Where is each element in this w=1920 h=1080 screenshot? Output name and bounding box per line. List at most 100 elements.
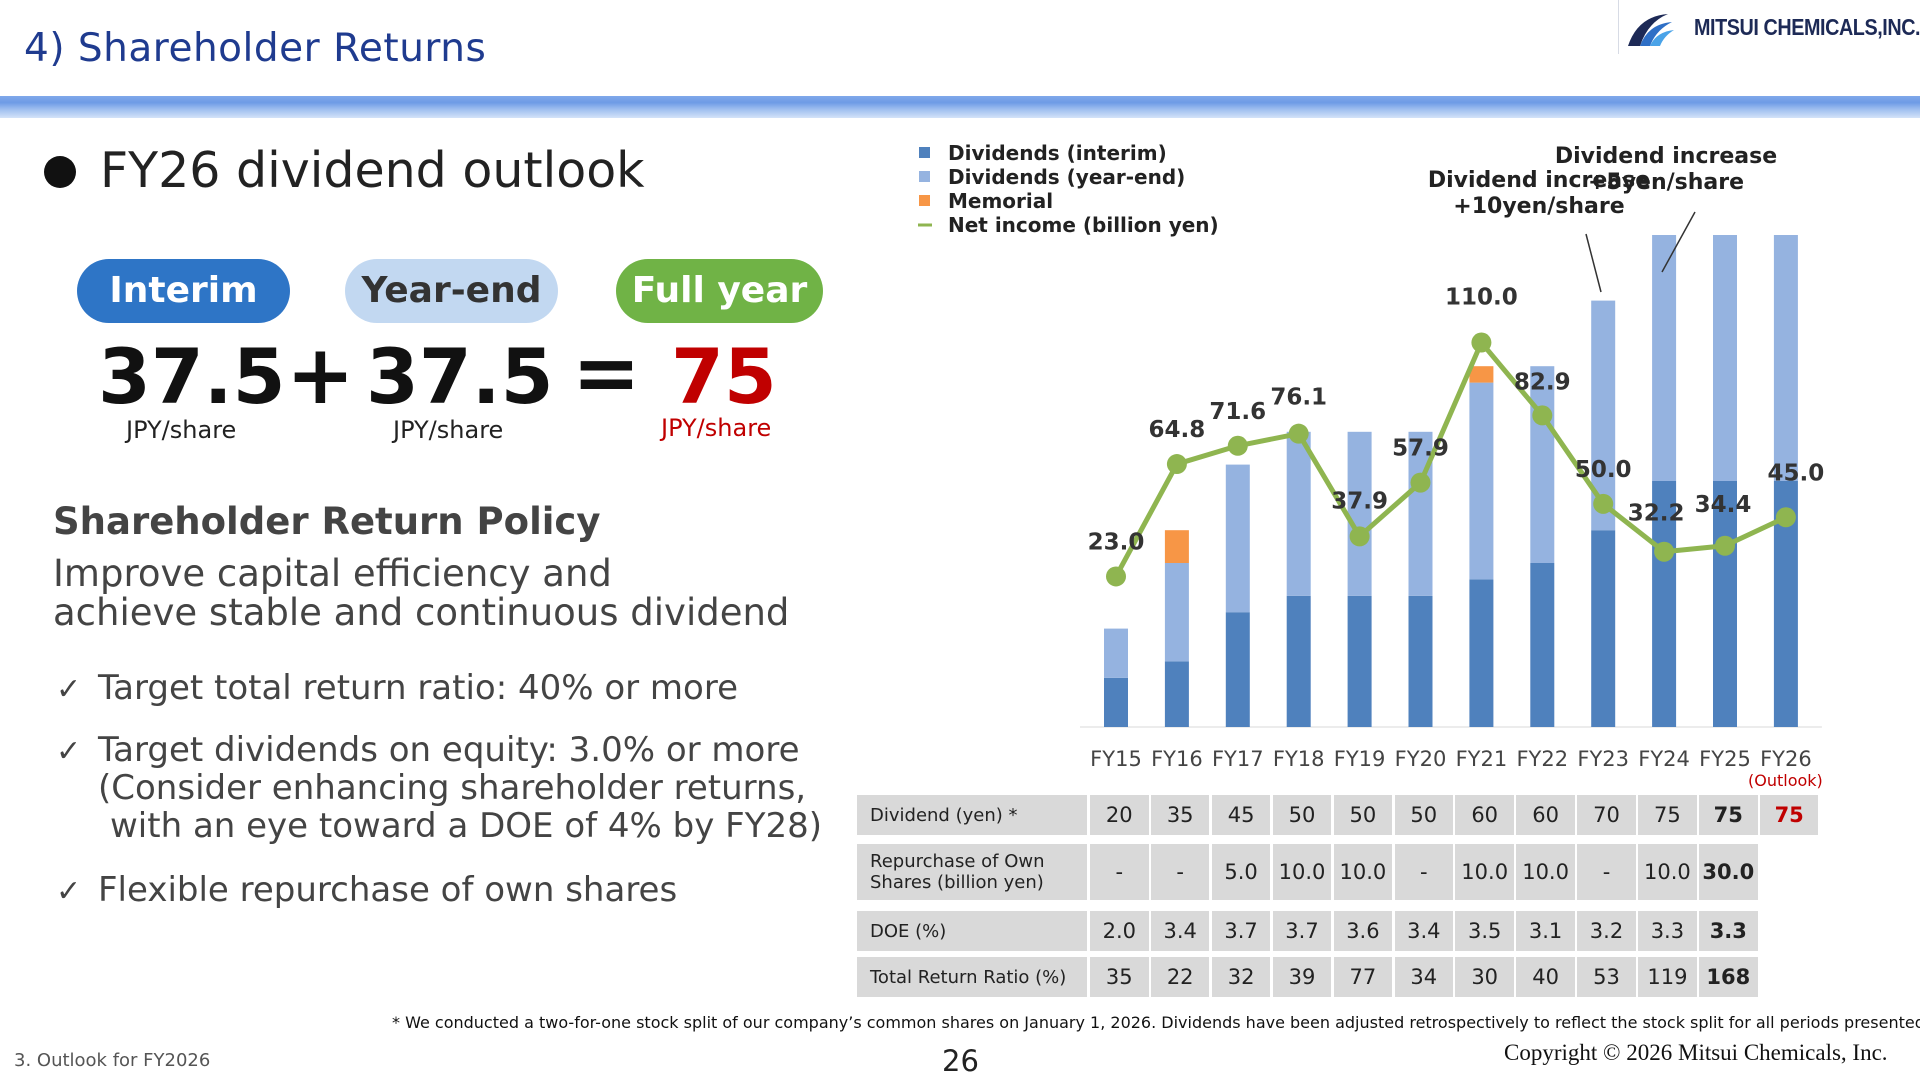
interim-pill: Interim — [77, 259, 290, 323]
net-income-label-fy20: 57.9 — [1392, 436, 1449, 462]
table-cell: 75 — [1699, 795, 1758, 835]
x-tick-label-fy20: FY20 — [1395, 747, 1447, 771]
table-cell: 3.4 — [1150, 911, 1210, 951]
table-cell: 10.0 — [1516, 844, 1575, 900]
table-cell: 45 — [1211, 795, 1271, 835]
annotation-leader-line-fy23 — [1585, 233, 1602, 293]
table-cell: 35 — [1090, 957, 1149, 997]
wing-logo-icon — [1628, 14, 1674, 46]
table-cell: 168 — [1699, 957, 1758, 997]
net-income-line — [1113, 340, 1787, 578]
net-income-label-fy25: 34.4 — [1695, 492, 1752, 518]
annotation-dividend-increase-5-line1: Dividend increase — [1555, 144, 1777, 169]
net-income-label-fy21: 110.0 — [1445, 285, 1518, 311]
bar-dividends-year-end--fy25 — [1713, 235, 1737, 481]
x-tick-label-fy25: FY25 — [1699, 747, 1751, 771]
logo-text: MITSUI CHEMICALS,INC. — [1694, 14, 1920, 40]
bar-dividends-interim--fy19 — [1347, 595, 1372, 727]
table-cell: 3.2 — [1577, 911, 1636, 951]
bar-dividends-interim--fy20 — [1408, 595, 1433, 727]
legend-label-memorial: Memorial — [948, 189, 1053, 213]
annotation-leader-line-fy24 — [1661, 211, 1696, 273]
header-band — [0, 96, 1920, 118]
table-cell: 10.0 — [1272, 844, 1332, 900]
table-row-label: Dividend (yen) * — [857, 795, 1087, 835]
x-tick-label-fy22: FY22 — [1516, 747, 1568, 771]
table-cell: 3.7 — [1211, 911, 1271, 951]
x-tick-label-fy15: FY15 — [1090, 747, 1142, 771]
bar-dividends-year-end--fy18 — [1286, 431, 1311, 596]
policy-title: Shareholder Return Policy — [53, 500, 601, 543]
x-tick-label-fy17: FY17 — [1212, 747, 1264, 771]
bar-dividends-interim--fy23 — [1591, 530, 1616, 727]
table-cell: 30.0 — [1699, 844, 1758, 900]
table-cell: 50 — [1394, 795, 1454, 835]
table-cell: - — [1577, 844, 1636, 900]
bar-dividends-interim--fy24 — [1652, 481, 1677, 727]
table-cell: 20 — [1090, 795, 1149, 835]
yearend-value: 37.5 — [366, 332, 554, 421]
table-row-label: DOE (%) — [857, 911, 1087, 951]
net-income-point-fy25 — [1715, 535, 1735, 556]
bar-dividends-interim--fy15 — [1104, 677, 1128, 727]
table-cell: 5.0 — [1211, 844, 1271, 900]
bar-dividends-year-end--fy24 — [1652, 235, 1677, 481]
policy-item-doe: Target dividends on equity: 3.0% or more — [98, 730, 800, 770]
table-row-label: Repurchase of Own Shares (billion yen) — [857, 844, 1087, 900]
table-cell: 60 — [1455, 795, 1514, 835]
table-cell: 3.6 — [1333, 911, 1393, 951]
interim-value: 37.5 — [98, 332, 286, 421]
table-cell: 3.4 — [1394, 911, 1454, 951]
table-cell: 34 — [1394, 957, 1454, 997]
checkmark-icon: ✓ — [56, 734, 82, 769]
net-income-point-fy15 — [1106, 566, 1126, 587]
net-income-label-fy22: 82.9 — [1514, 369, 1571, 395]
bar-memorial-fy21 — [1469, 366, 1494, 383]
table-cell: 30 — [1455, 957, 1514, 997]
company-logo — [1618, 6, 1914, 56]
yearend-pill: Year-end — [345, 259, 558, 323]
policy-item-total-return: Target total return ratio: 40% or more — [98, 668, 739, 708]
policy-item-doe-note2: with an eye toward a DOE of 4% by FY28) — [110, 806, 823, 846]
bar-dividends-year-end--fy17 — [1225, 464, 1250, 613]
net-income-label-fy16: 64.8 — [1149, 417, 1206, 443]
logo-divider — [1618, 0, 1619, 54]
bar-dividends-year-end--fy26 — [1773, 235, 1798, 481]
checkmark-icon: ✓ — [56, 874, 82, 909]
table-cell: 119 — [1638, 957, 1697, 997]
policy-statement-line2: achieve stable and continuous dividend — [53, 591, 790, 634]
net-income-label-fy17: 71.6 — [1209, 399, 1266, 425]
table-row-label: Total Return Ratio (%) — [857, 957, 1087, 997]
bar-dividends-year-end--fy15 — [1104, 628, 1128, 678]
legend-swatch-dividends-interim- — [919, 147, 930, 158]
legend-label-net-income-billion-yen-: Net income (billion yen) — [948, 213, 1219, 237]
table-cell: 2.0 — [1090, 911, 1149, 951]
table-cell: 60 — [1516, 795, 1575, 835]
table-cell: 50 — [1333, 795, 1393, 835]
table-cell: - — [1150, 844, 1210, 900]
table-cell: 50 — [1272, 795, 1332, 835]
table-cell: 35 — [1150, 795, 1210, 835]
table-cell: 3.7 — [1272, 911, 1332, 951]
net-income-point-fy23 — [1593, 493, 1614, 514]
annotation-dividend-increase-10-line1: Dividend increase — [1428, 168, 1650, 193]
net-income-label-fy23: 50.0 — [1575, 457, 1632, 483]
bar-memorial-fy16 — [1164, 530, 1189, 563]
table-cell: 10.0 — [1455, 844, 1514, 900]
net-income-point-fy22 — [1532, 405, 1553, 426]
policy-item-repurchase: Flexible repurchase of own shares — [98, 870, 678, 910]
net-income-label-fy18: 76.1 — [1270, 385, 1327, 411]
legend-swatch-dividends-year-end- — [919, 171, 930, 182]
policy-item-doe-note1: (Consider enhancing shareholder returns, — [98, 768, 807, 808]
net-income-point-fy18 — [1288, 423, 1309, 444]
bullet-dot — [44, 156, 76, 188]
net-income-point-fy19 — [1349, 526, 1370, 547]
copyright: Copyright © 2026 Mitsui Chemicals, Inc. — [1504, 1040, 1888, 1065]
net-income-point-fy21 — [1471, 332, 1492, 353]
net-income-point-fy24 — [1654, 541, 1675, 562]
net-income-label-fy15: 23.0 — [1088, 529, 1145, 555]
x-tick-label-fy23: FY23 — [1577, 747, 1629, 771]
legend-label-dividends-year-end-: Dividends (year-end) — [948, 165, 1185, 189]
table-cell: 3.5 — [1455, 911, 1514, 951]
bar-dividends-interim--fy22 — [1530, 563, 1555, 727]
